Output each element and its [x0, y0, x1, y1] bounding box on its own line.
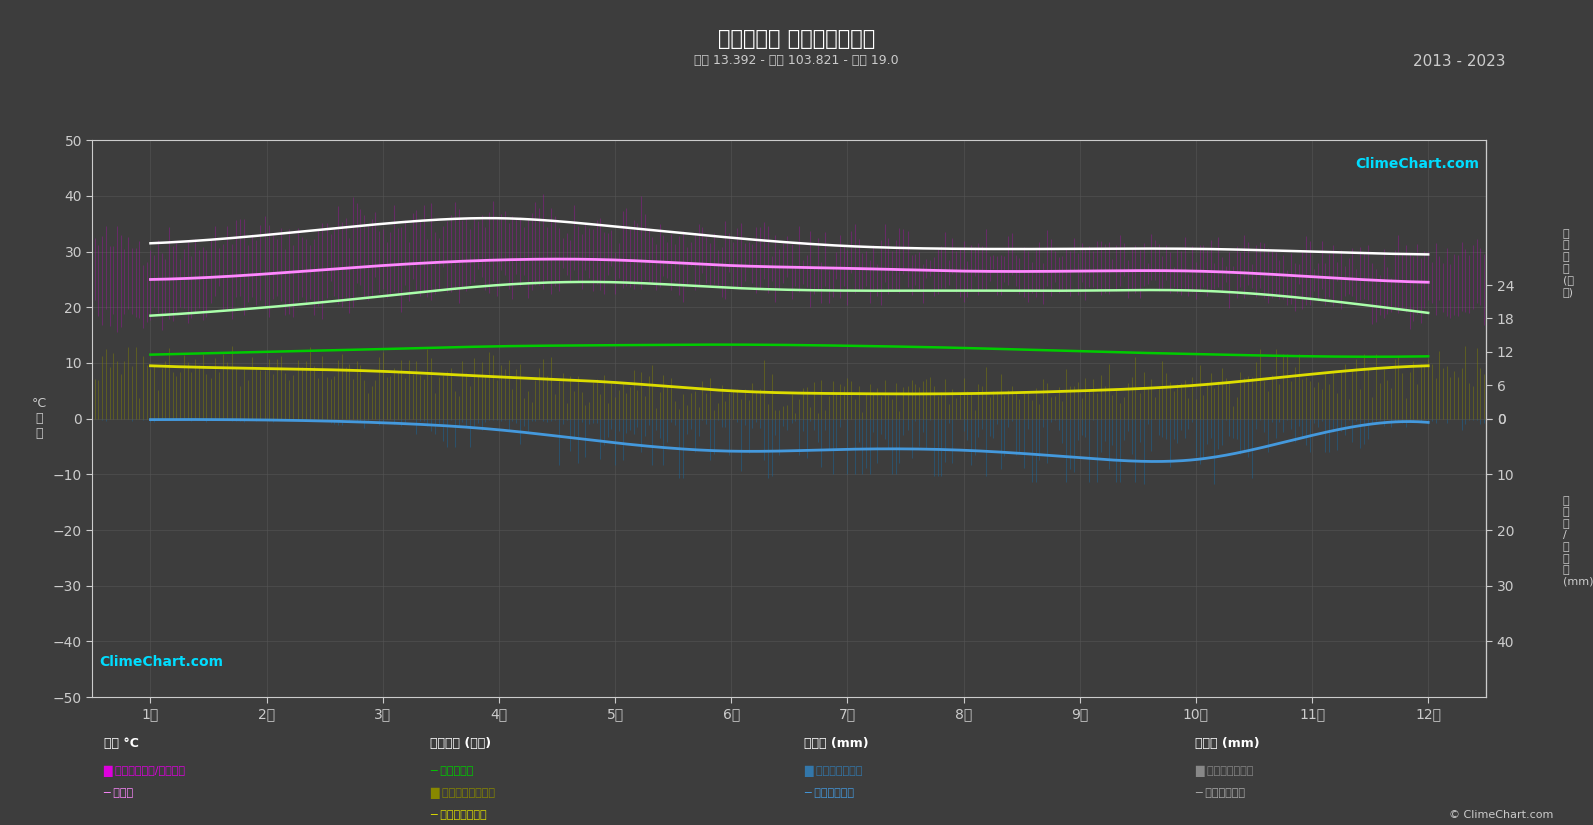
Text: █ 日ごとの降雨量: █ 日ごとの降雨量: [804, 766, 863, 777]
Text: 日照時間 (時間): 日照時間 (時間): [430, 737, 491, 750]
Text: ─ 月平均降雪量: ─ 月平均降雪量: [1195, 788, 1244, 798]
Text: ─ 月平均: ─ 月平均: [104, 788, 134, 798]
Text: 降雨量 (mm): 降雨量 (mm): [804, 737, 870, 750]
Text: █ 日ごとの日照時間: █ 日ごとの日照時間: [430, 788, 495, 799]
Text: ─ 日中の時間: ─ 日中の時間: [430, 766, 473, 775]
Text: █ 日ごとの最小/最大範囲: █ 日ごとの最小/最大範囲: [104, 766, 185, 777]
Text: 2013 - 2023: 2013 - 2023: [1413, 54, 1505, 68]
Text: °C
温
度: °C 温 度: [32, 397, 46, 441]
Text: ─ 月平均日照時間: ─ 月平均日照時間: [430, 810, 487, 820]
Text: の気候変動 シェムリアップ: の気候変動 シェムリアップ: [718, 29, 875, 49]
Text: ClimeChart.com: ClimeChart.com: [99, 655, 223, 669]
Text: 気温 °C: 気温 °C: [104, 737, 139, 750]
Text: ClimeChart.com: ClimeChart.com: [1356, 157, 1480, 171]
Text: ─ 月平均降雨量: ─ 月平均降雨量: [804, 788, 854, 798]
Text: 緯度 13.392 - 経度 103.821 - 標高 19.0: 緯度 13.392 - 経度 103.821 - 標高 19.0: [695, 54, 898, 67]
Text: 降
雨
量
/
降
雪
量
(mm): 降 雨 量 / 降 雪 量 (mm): [1563, 496, 1593, 587]
Text: 日
照
時
間
(時
間): 日 照 時 間 (時 間): [1563, 229, 1574, 297]
Text: 降雪量 (mm): 降雪量 (mm): [1195, 737, 1260, 750]
Text: © ClimeChart.com: © ClimeChart.com: [1448, 810, 1553, 820]
Text: █ 日ごとの降雪量: █ 日ごとの降雪量: [1195, 766, 1254, 777]
